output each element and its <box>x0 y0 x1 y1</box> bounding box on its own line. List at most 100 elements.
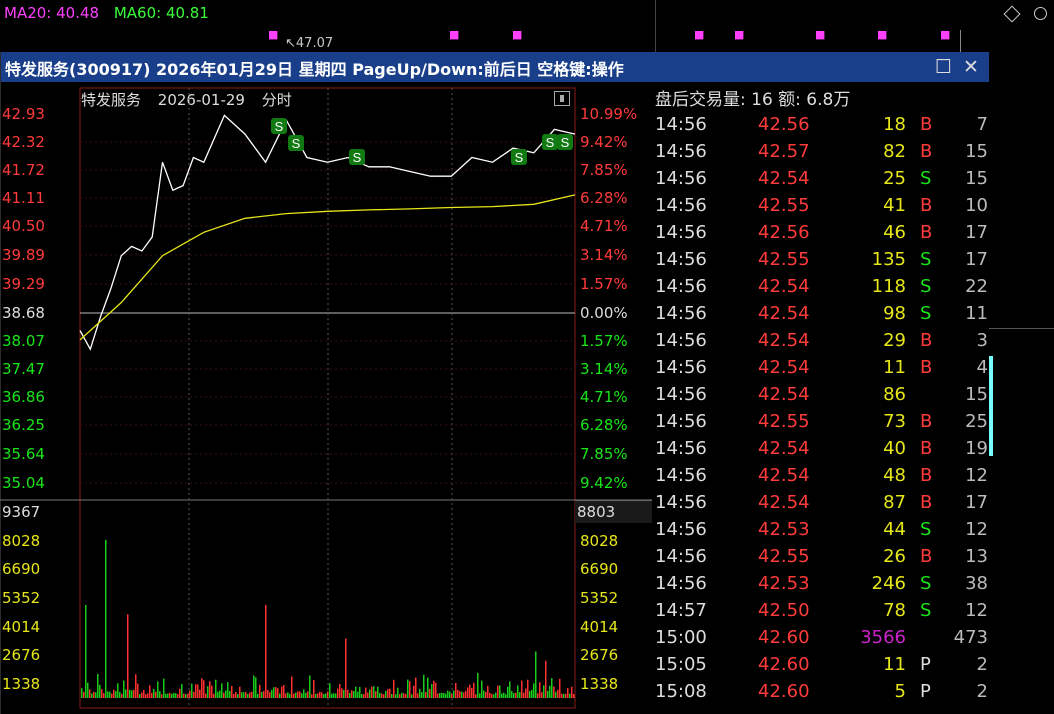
pct-tick-label: 0.00% <box>580 304 628 322</box>
circle-icon[interactable] <box>1034 7 1047 20</box>
trade-row[interactable]: 14:56 42.54 29 B 3 <box>652 328 988 355</box>
sell-marker[interactable]: S <box>271 118 287 134</box>
trade-time: 14:56 <box>655 195 707 216</box>
trade-volume: 135 <box>871 249 906 270</box>
volume-bar <box>147 693 149 698</box>
trade-list[interactable]: 14:56 42.56 18 B 7 14:56 42.57 82 B 15 14:56 42.54 2… <box>652 112 988 706</box>
trade-row[interactable]: 14:56 42.54 11 B 4 <box>652 355 988 382</box>
panel-toggle-icon[interactable] <box>554 91 570 106</box>
sell-marker[interactable]: S <box>511 149 527 165</box>
trade-row[interactable]: 15:05 42.60 11 P 2 <box>652 652 988 679</box>
trade-row[interactable]: 15:00 42.60 3566 473 <box>652 625 988 652</box>
trade-side: P <box>920 681 931 702</box>
trade-volume: 48 <box>883 465 906 486</box>
trade-row[interactable]: 14:56 42.55 73 B 25 <box>652 409 988 436</box>
trade-row[interactable]: 14:56 42.54 40 B 19 <box>652 436 988 463</box>
volume-bar <box>135 674 137 698</box>
trade-count: 15 <box>965 168 988 189</box>
volume-bar <box>439 693 441 698</box>
trade-row[interactable]: 14:56 42.57 82 B 15 <box>652 139 988 166</box>
volume-bar <box>567 688 569 698</box>
volume-bar <box>161 694 163 698</box>
volume-bar <box>549 685 551 698</box>
volume-bar <box>189 690 191 698</box>
sell-marker[interactable]: S <box>542 134 558 150</box>
svg-text:S: S <box>515 150 524 165</box>
volume-bar <box>325 693 327 698</box>
pct-tick-label: 4.71% <box>580 388 628 406</box>
volume-bar <box>95 692 97 698</box>
volume-bar <box>401 692 403 698</box>
trade-time: 15:08 <box>655 681 707 702</box>
trade-row[interactable]: 14:56 42.55 135 S 17 <box>652 247 988 274</box>
volume-bar <box>357 691 359 698</box>
sell-marker[interactable]: S <box>557 134 573 150</box>
trade-volume: 44 <box>883 519 906 540</box>
signal-marker: ■ <box>940 28 951 41</box>
volume-bar <box>307 691 309 698</box>
price-tick-label: 42.32 <box>2 133 45 151</box>
scroll-indicator[interactable] <box>989 356 993 456</box>
volume-bar <box>285 693 287 698</box>
volume-bar <box>169 692 171 698</box>
trade-row[interactable]: 14:56 42.54 87 B 17 <box>652 490 988 517</box>
volume-bar <box>255 677 257 698</box>
volume-bar <box>375 691 377 698</box>
sell-marker[interactable]: S <box>349 149 365 165</box>
intraday-chart: SSS SS S <box>0 87 652 709</box>
trade-row[interactable]: 14:56 42.56 18 B 7 <box>652 112 988 139</box>
volume-bar <box>499 685 501 698</box>
volume-bar <box>347 689 349 698</box>
volume-bar <box>195 684 197 698</box>
volume-bar <box>343 689 345 698</box>
volume-bar <box>327 691 329 698</box>
volume-bar <box>275 687 277 698</box>
trade-row[interactable]: 14:56 42.53 44 S 12 <box>652 517 988 544</box>
trade-row[interactable]: 14:56 42.55 26 B 13 <box>652 544 988 571</box>
volume-bar <box>259 684 261 698</box>
trade-row[interactable]: 14:56 42.54 25 S 15 <box>652 166 988 193</box>
volume-bar <box>427 677 429 698</box>
volume-bar <box>413 685 415 698</box>
volume-bar <box>421 692 423 698</box>
trade-price: 42.54 <box>758 357 810 378</box>
volume-bar <box>137 683 139 698</box>
trade-time: 15:05 <box>655 654 707 675</box>
volume-bar <box>415 677 417 698</box>
trade-price: 42.55 <box>758 411 810 432</box>
svg-text:S: S <box>353 150 362 165</box>
volume-bar <box>291 676 293 698</box>
chart-header: 特发服务 2026-01-29 分时 <box>81 89 304 110</box>
trade-count: 22 <box>965 276 988 297</box>
trade-price: 42.54 <box>758 438 810 459</box>
pct-tick-label: 7.85% <box>580 161 628 179</box>
trade-side: B <box>920 330 933 351</box>
volume-bar <box>245 692 247 698</box>
volume-bar <box>551 678 553 698</box>
volume-bar <box>557 689 559 698</box>
trade-row[interactable]: 14:56 42.54 86 15 <box>652 382 988 409</box>
trade-row[interactable]: 14:57 42.50 78 S 12 <box>652 598 988 625</box>
close-icon[interactable]: ✕ <box>963 56 979 78</box>
trade-row[interactable]: 14:56 42.53 246 S 38 <box>652 571 988 598</box>
volume-bar <box>335 693 337 698</box>
ma60-label: MA60: 40.81 <box>113 4 209 22</box>
volume-bar <box>295 692 297 698</box>
volume-bar <box>257 693 259 698</box>
trade-row[interactable]: 14:56 42.56 46 B 17 <box>652 220 988 247</box>
volume-bar <box>289 693 291 698</box>
trade-row[interactable]: 14:56 42.54 98 S 11 <box>652 301 988 328</box>
trade-row[interactable]: 14:56 42.54 118 S 22 <box>652 274 988 301</box>
trade-row[interactable]: 15:08 42.60 5 P 2 <box>652 679 988 706</box>
restore-icon[interactable]: ☐ <box>935 56 953 78</box>
volume-bar <box>531 689 533 698</box>
window-titlebar[interactable]: 特发服务(300917) 2026年01月29日 星期四 PageUp/Down… <box>1 52 989 82</box>
trade-price: 42.54 <box>758 168 810 189</box>
trade-side: S <box>920 303 932 324</box>
trade-row[interactable]: 14:56 42.54 48 B 12 <box>652 463 988 490</box>
volume-bar <box>525 688 527 698</box>
sell-marker[interactable]: S <box>288 135 304 151</box>
volume-bar <box>119 692 121 698</box>
trade-row[interactable]: 14:56 42.55 41 B 10 <box>652 193 988 220</box>
trade-side: B <box>920 411 933 432</box>
